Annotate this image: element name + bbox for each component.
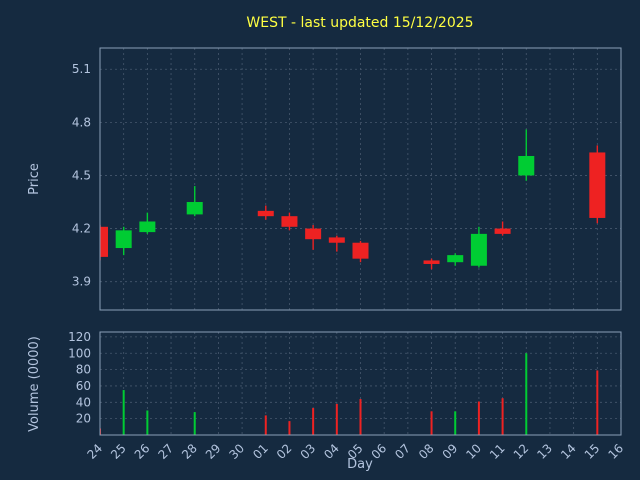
volume-bar — [477, 401, 480, 435]
volume-tick-label: 40 — [76, 395, 91, 409]
volume-bar — [312, 408, 315, 435]
volume-bar — [359, 399, 362, 435]
price-tick-label: 4.8 — [72, 115, 91, 129]
candle-body — [186, 202, 203, 215]
volume-bar — [122, 390, 125, 435]
candle-body — [100, 226, 108, 257]
candle-body — [494, 228, 511, 234]
candle-body — [518, 155, 535, 176]
candle-body — [352, 242, 369, 259]
candle-body — [447, 255, 464, 263]
volume-bar — [288, 421, 291, 435]
volume-bar — [264, 415, 267, 435]
volume-bar — [193, 412, 196, 435]
price-tick-label: 3.9 — [72, 275, 91, 289]
volume-bar — [596, 370, 599, 435]
volume-bar — [430, 411, 433, 435]
candle-body — [589, 152, 606, 218]
candle-body — [423, 260, 440, 264]
candle-body — [305, 228, 322, 240]
chart-title: WEST - last updated 15/12/2025 — [246, 15, 473, 31]
candle-body — [470, 233, 487, 266]
candle-body — [328, 237, 345, 243]
price-plot-border — [99, 47, 622, 311]
candle-body — [281, 216, 298, 227]
volume-bar — [146, 410, 149, 435]
volume-bar — [454, 411, 457, 435]
price-tick-label: 4.2 — [72, 222, 91, 236]
volume-tick-label: 60 — [76, 379, 91, 393]
volume-bar — [501, 398, 504, 435]
price-tick-label: 5.1 — [72, 62, 91, 76]
price-axis-label: Price — [27, 163, 42, 195]
tick-labels: 24 25 26 27 28 29 30 01 02 03 04 05 06 07 08 09 10 11 12 13… — [68, 62, 626, 462]
price-tick-label: 4.5 — [72, 168, 91, 182]
volume-bars — [100, 353, 599, 435]
volume-axis-label: Volume (0000) — [27, 336, 42, 432]
candle-body — [257, 210, 274, 217]
volume-bar — [525, 353, 528, 435]
volume-tick-label: 120 — [68, 330, 91, 344]
volume-bar — [335, 403, 338, 435]
volume-plot-border — [99, 331, 622, 436]
volume-tick-label: 80 — [76, 363, 91, 377]
candle-body — [115, 230, 132, 249]
candlesticks — [100, 129, 606, 270]
x-axis-label: Day — [347, 457, 373, 472]
volume-tick-label: 100 — [68, 346, 91, 360]
candle-body — [139, 221, 156, 233]
volume-tick-label: 20 — [76, 412, 91, 426]
